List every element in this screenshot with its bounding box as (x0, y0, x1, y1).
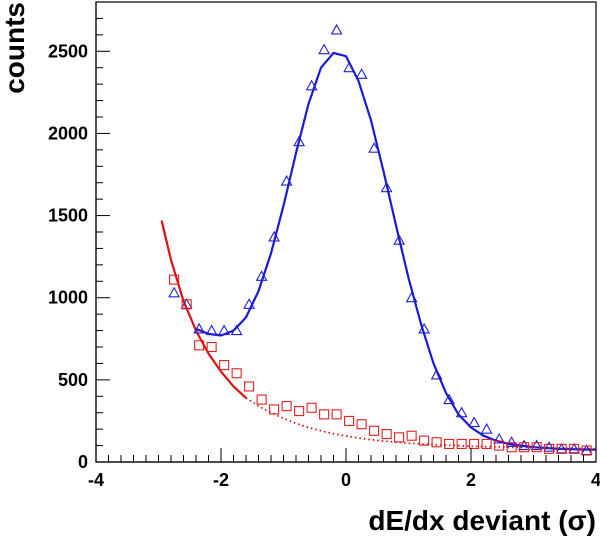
axis-ticks: -4 -2 0 2 4 0 500 1000 1500 2000 2500 (48, 1, 600, 490)
triangle-point (343, 61, 356, 73)
triangle-point (393, 234, 406, 245)
triangle-point (355, 68, 368, 79)
triangle-point (293, 135, 306, 147)
square-point (331, 409, 342, 420)
square-point (356, 419, 367, 430)
square-point (419, 435, 430, 446)
triangle-point (505, 436, 518, 447)
triangle-point (318, 43, 331, 55)
square-point (494, 440, 505, 451)
fit-curve-3 (245, 397, 597, 450)
square-point (456, 438, 467, 449)
triangle-point (305, 79, 318, 91)
square-point (469, 438, 480, 449)
square-point (306, 402, 317, 413)
square-point (544, 443, 555, 454)
x-tick-label: -2 (213, 470, 229, 490)
square-point (181, 299, 192, 310)
square-point (219, 360, 230, 371)
square-point (369, 425, 380, 436)
triangle-point (280, 174, 293, 186)
square-point (556, 443, 567, 454)
square-point (381, 429, 392, 440)
square-point (194, 340, 205, 351)
square-point (581, 445, 592, 456)
square-point (531, 442, 542, 453)
triangle-point (243, 298, 256, 309)
square-point (294, 406, 305, 417)
triangle-point (405, 291, 418, 303)
square-point (169, 274, 180, 285)
triangle-point (193, 322, 206, 334)
square-point (431, 437, 442, 448)
x-tick-label: 0 (341, 470, 351, 490)
triangle-point (455, 406, 468, 418)
data-points (168, 23, 593, 456)
square-point (569, 443, 580, 454)
square-point (444, 438, 455, 449)
square-point (481, 438, 492, 449)
square-point (394, 432, 405, 443)
fit-curves (160, 51, 597, 451)
x-tick-label: 4 (591, 470, 600, 490)
triangle-point (493, 432, 506, 444)
square-point (256, 394, 267, 405)
triangle-point (518, 439, 531, 451)
triangle-point (268, 230, 281, 242)
triangle-point (368, 142, 381, 153)
square-point (281, 401, 292, 412)
y-tick-label: 0 (78, 452, 88, 472)
triangle-point (218, 324, 231, 336)
x-axis-title: dE/dx deviant (σ) (368, 505, 596, 536)
triangle-point (543, 441, 556, 452)
y-axis-title: counts (0, 2, 30, 94)
y-tick-label: 500 (58, 370, 88, 390)
triangle-point (443, 393, 456, 405)
square-point (206, 341, 217, 353)
triangle-point (418, 322, 431, 334)
triangle-point (480, 423, 493, 434)
square-point (519, 442, 530, 453)
x-tick-label: 2 (466, 470, 476, 490)
triangle-point (380, 181, 393, 193)
triangle-point (330, 23, 343, 35)
triangle-point (255, 270, 268, 281)
y-tick-label: 1500 (48, 206, 88, 226)
square-point (269, 404, 280, 415)
triangle-point (230, 324, 243, 336)
y-tick-label: 2500 (48, 41, 88, 61)
y-tick-label: 2000 (48, 123, 88, 143)
square-point (319, 409, 330, 420)
square-point (244, 381, 255, 392)
triangle-point (168, 286, 181, 298)
fit-curve-2 (160, 220, 247, 399)
square-point (406, 430, 417, 441)
x-tick-label: -4 (88, 470, 104, 490)
triangle-point (430, 368, 443, 380)
triangle-point (205, 324, 218, 336)
square-point (506, 442, 517, 453)
square-point (231, 368, 242, 379)
y-tick-label: 1000 (48, 288, 88, 308)
triangle-point (468, 416, 481, 428)
square-point (344, 415, 355, 426)
plot-frame (95, 1, 597, 463)
triangle-point (530, 439, 543, 451)
fit-curve-1 (195, 51, 597, 451)
